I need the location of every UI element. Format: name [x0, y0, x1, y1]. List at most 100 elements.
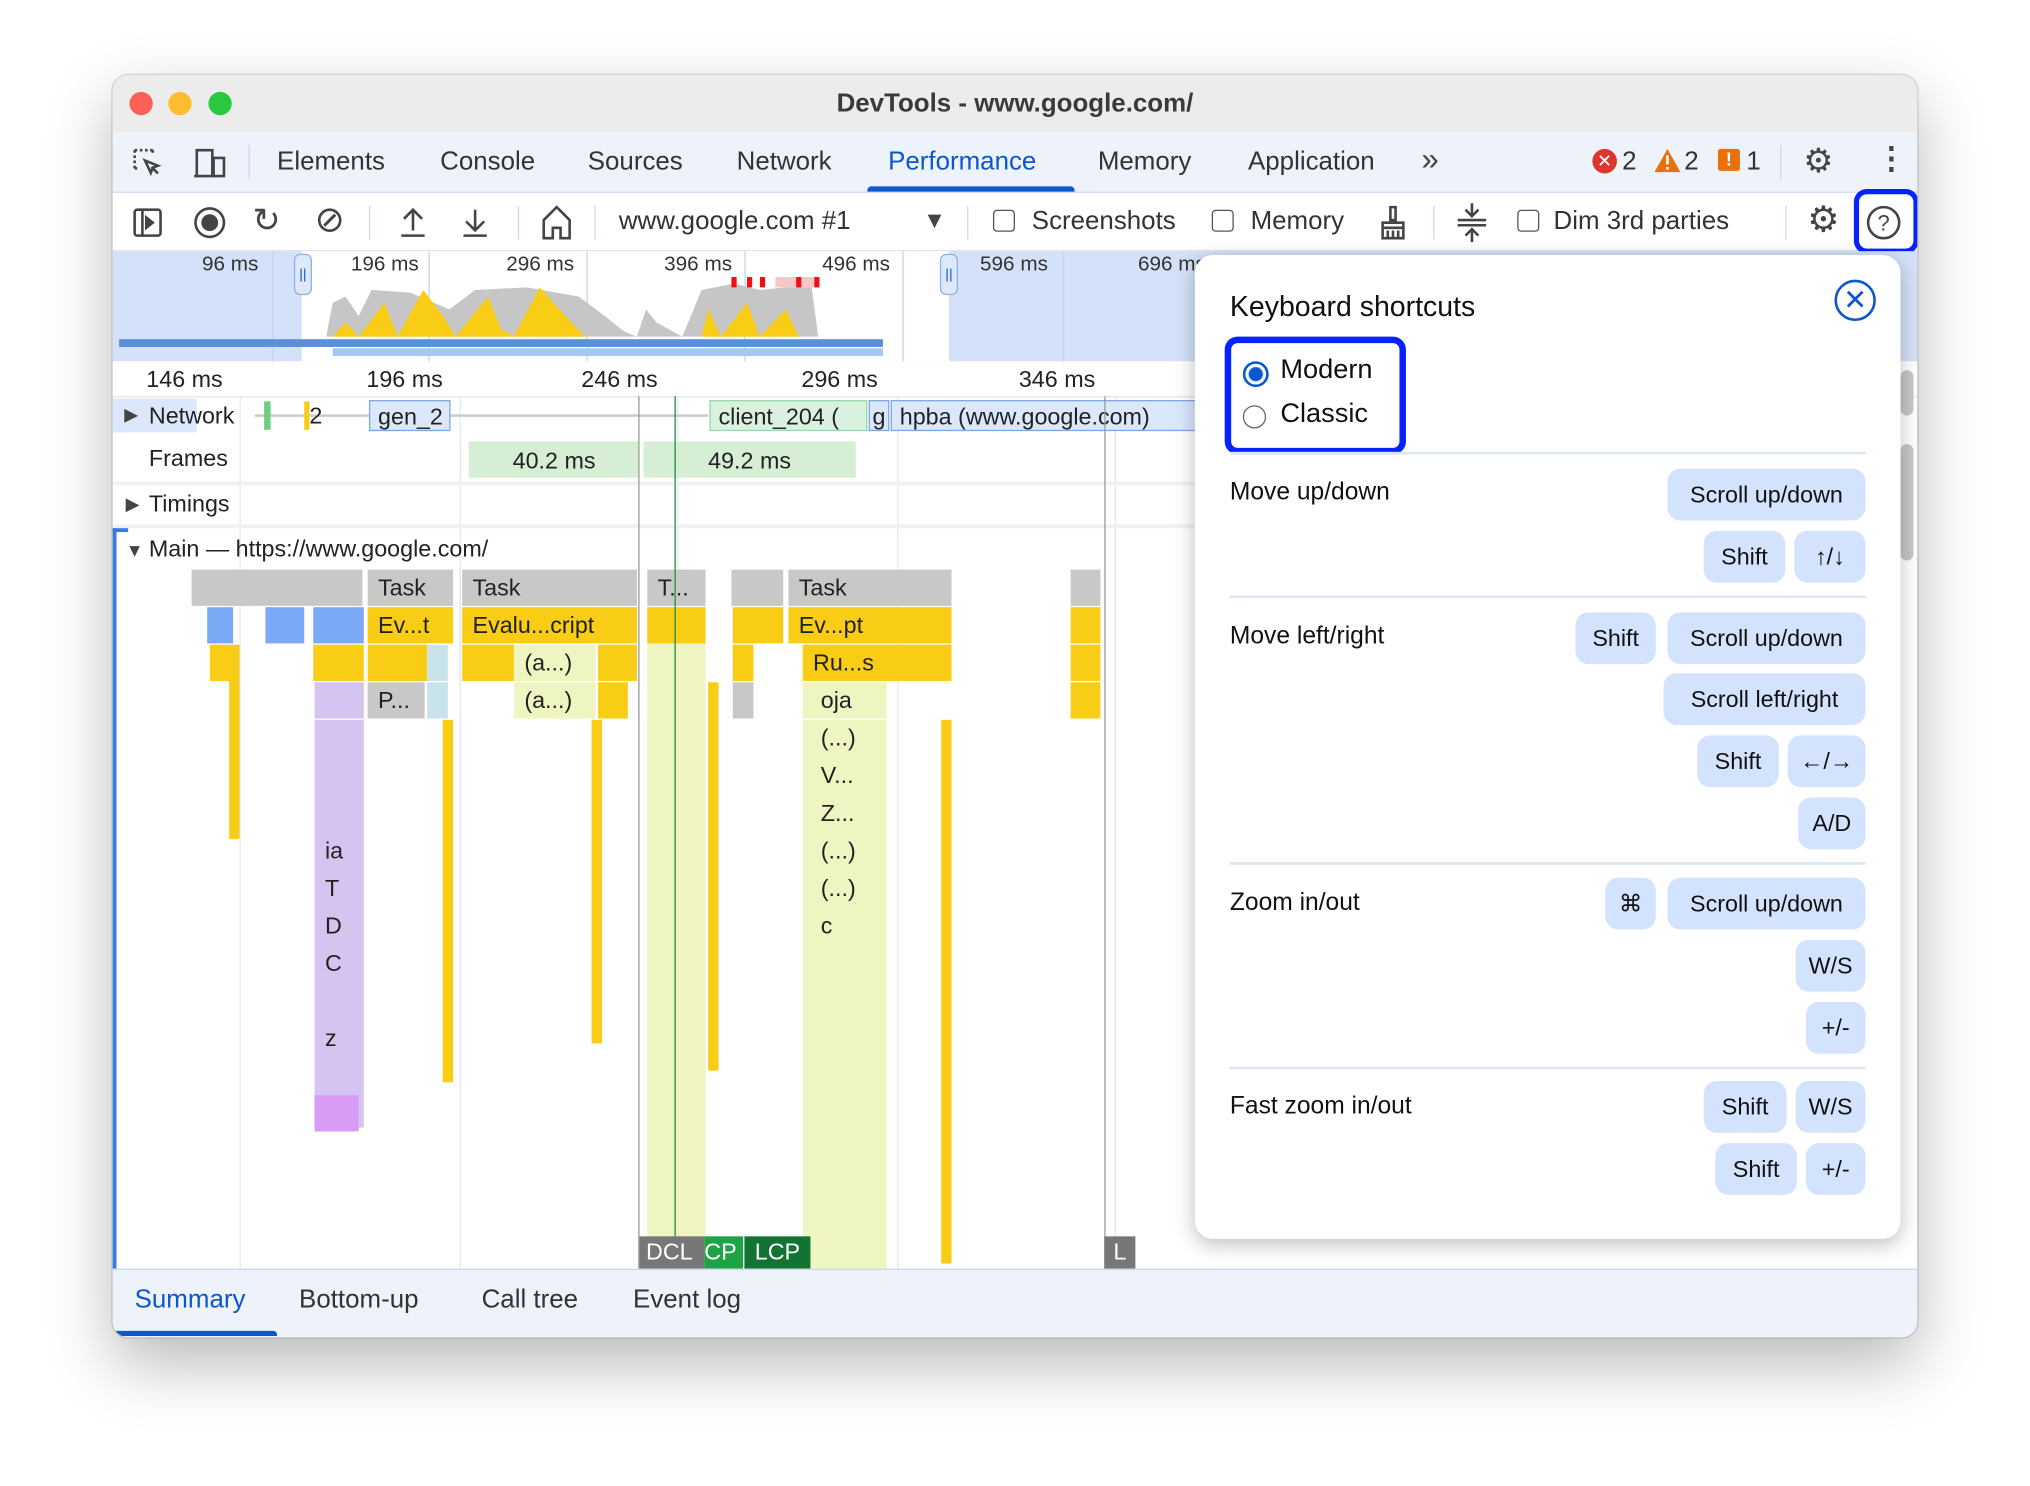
flame-call[interactable]: C [324, 950, 342, 977]
collapse-tracks-icon[interactable] [1455, 202, 1489, 243]
inspect-element-icon[interactable] [131, 146, 165, 180]
flame-call[interactable]: Z... [820, 800, 855, 826]
main-track-label[interactable]: Main — https://www.google.com/ [148, 535, 489, 562]
scrollbar-thumb[interactable] [1900, 370, 1914, 416]
clear-icon[interactable]: ⊘ [314, 199, 345, 240]
shortcut-label: Move up/down [1229, 479, 1390, 507]
details-tab-bar: Summary Bottom-up Call tree Event log [112, 1268, 1918, 1338]
flame-call[interactable]: P... [367, 682, 425, 719]
more-options-icon[interactable]: ⋮ [1875, 141, 1907, 177]
upload-icon[interactable] [397, 206, 428, 240]
flame-call[interactable]: V... [820, 762, 854, 789]
screenshots-label[interactable]: Screenshots [1031, 207, 1176, 236]
tab-elements[interactable]: Elements [277, 147, 385, 177]
garbage-collect-broom-icon[interactable] [1377, 205, 1408, 241]
flame-call[interactable]: z [324, 1025, 337, 1052]
frame-item[interactable]: 40.2 ms [468, 441, 640, 478]
screenshots-checkbox[interactable] [992, 209, 1015, 232]
warning-count[interactable]: 2 [1684, 147, 1699, 177]
tab-console[interactable]: Console [440, 147, 536, 177]
download-icon[interactable] [460, 206, 491, 240]
flame-task[interactable]: T... [647, 569, 706, 606]
collapse-main-icon[interactable]: ▼ [125, 539, 144, 561]
recording-select[interactable]: www.google.com #1 [618, 207, 851, 236]
network-request[interactable]: hpba (www.google.com) [890, 400, 1202, 432]
overview-right-handle[interactable]: || [939, 253, 959, 296]
capture-settings-gear-icon[interactable]: ⚙ [1807, 199, 1840, 240]
overview-tick: 96 ms [201, 253, 259, 276]
tab-summary[interactable]: Summary [134, 1285, 246, 1315]
dcl-marker[interactable]: DCL [639, 1236, 705, 1269]
classic-label[interactable]: Classic [1280, 398, 1368, 429]
minimize-window-button[interactable] [168, 91, 192, 116]
flame-call[interactable]: c [820, 912, 833, 939]
flame-task[interactable]: Task [788, 569, 952, 606]
network-request[interactable]: g [868, 400, 890, 432]
dim-3rd-parties-checkbox[interactable] [1517, 209, 1540, 232]
timings-track-label[interactable]: Timings [148, 490, 230, 517]
expand-network-icon[interactable]: ▶ [124, 403, 139, 425]
flame-task[interactable]: Task [462, 569, 637, 606]
time-marker-line [674, 396, 676, 1269]
key-chip: Shift [1703, 1080, 1787, 1133]
flame-run-scripts[interactable]: Ru...s [802, 644, 952, 681]
error-count[interactable]: 2 [1622, 147, 1637, 177]
issue-count[interactable]: 1 [1746, 147, 1761, 177]
flame-call[interactable]: D [324, 912, 342, 939]
network-request[interactable]: client_204 ( [709, 400, 868, 432]
flame-call[interactable]: oja [802, 682, 887, 719]
flame-evaluate-script[interactable]: Evalu...cript [462, 607, 637, 644]
chevrons-right-icon[interactable]: » [1421, 142, 1439, 178]
network-request[interactable]: gen_2 [368, 400, 451, 432]
lcp-marker[interactable]: LCP [744, 1236, 811, 1269]
tab-application[interactable]: Application [1247, 147, 1375, 177]
zoom-window-button[interactable] [208, 91, 232, 116]
tab-network[interactable]: Network [736, 147, 832, 177]
close-dialog-button[interactable]: ✕ [1834, 279, 1876, 322]
memory-checkbox[interactable] [1211, 209, 1234, 232]
record-icon[interactable] [193, 206, 227, 240]
flame-task[interactable]: Task [367, 569, 454, 606]
tab-event-log[interactable]: Event log [633, 1285, 742, 1315]
tab-performance[interactable]: Performance [888, 147, 1037, 177]
scrollbar-thumb[interactable] [1900, 444, 1914, 561]
flame-call[interactable]: T [324, 875, 340, 902]
flame-event[interactable]: Ev...t [367, 607, 454, 644]
flame-event[interactable]: Ev...pt [788, 607, 952, 644]
dim-3rd-parties-label[interactable]: Dim 3rd parties [1553, 207, 1730, 236]
fcp-marker[interactable]: CP [704, 1236, 744, 1269]
dropdown-arrow-icon[interactable]: ▼ [923, 207, 947, 234]
keyboard-shortcuts-help-icon[interactable]: ? [1864, 203, 1903, 242]
ruler-tick: 346 ms [1018, 366, 1096, 393]
modern-label[interactable]: Modern [1280, 354, 1373, 385]
flame-call[interactable]: (a...) [513, 682, 596, 719]
flame-call[interactable]: (...) [820, 837, 856, 864]
tab-sources[interactable]: Sources [587, 147, 683, 177]
memory-label[interactable]: Memory [1250, 207, 1345, 236]
classic-radio[interactable] [1242, 405, 1267, 429]
load-marker[interactable]: L [1104, 1236, 1136, 1269]
expand-timings-icon[interactable]: ▶ [125, 493, 140, 514]
toggle-sidebar-icon[interactable] [132, 207, 163, 238]
close-window-button[interactable] [129, 91, 153, 116]
modern-radio[interactable] [1242, 361, 1269, 388]
device-toolbar-icon[interactable] [192, 146, 228, 180]
tab-bottom-up[interactable]: Bottom-up [299, 1285, 419, 1315]
key-chip: ←/→ [1787, 735, 1866, 788]
overview-left-handle[interactable]: || [293, 253, 312, 296]
reload-record-icon[interactable]: ↻ [252, 200, 281, 240]
network-request[interactable]: 2 [309, 402, 323, 429]
flame-call[interactable]: (...) [820, 724, 856, 751]
flame-call[interactable]: ia [324, 837, 344, 864]
home-icon[interactable] [540, 205, 574, 241]
flame-call[interactable]: (a...) [513, 644, 596, 681]
flame-call[interactable]: (...) [820, 875, 856, 902]
settings-gear-icon[interactable]: ⚙ [1803, 141, 1834, 180]
tab-call-tree[interactable]: Call tree [481, 1285, 579, 1315]
tab-memory[interactable]: Memory [1097, 147, 1192, 177]
ruler-tick: 246 ms [581, 366, 658, 393]
key-chip: ⌘ [1605, 877, 1656, 930]
frame-item[interactable]: 49.2 ms [643, 441, 856, 478]
network-track-label[interactable]: Network [148, 402, 235, 429]
key-chip: Shift [1697, 735, 1779, 788]
